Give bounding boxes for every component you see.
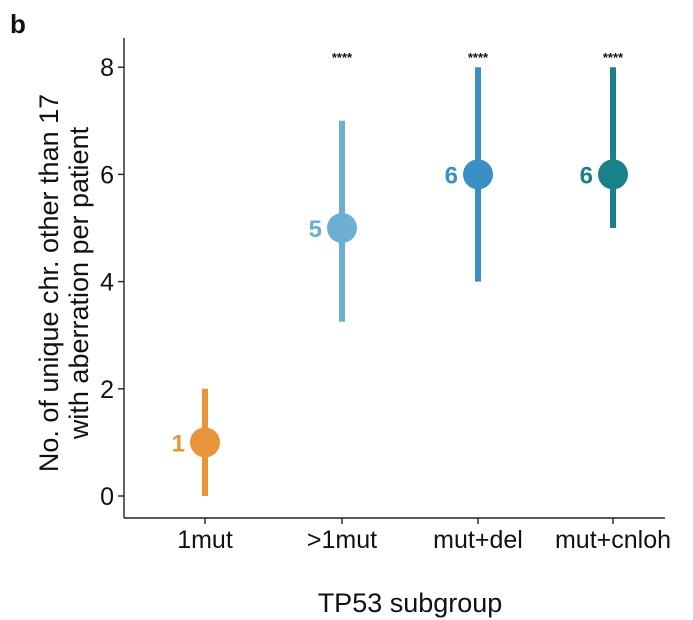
median-value-label: 6 — [445, 162, 458, 189]
x-tick-label: >1mut — [307, 526, 377, 554]
y-axis-title-line-2: with aberration per patient — [64, 126, 94, 440]
plot-area: 0 2 4 6 8 1mut >1mut mut+del mut+cnloh 1 5 **** 6 *… — [100, 38, 671, 554]
median-value-label: 6 — [580, 162, 593, 189]
y-tick-label: 4 — [100, 269, 114, 297]
significance-label: **** — [332, 50, 353, 65]
median-point — [598, 159, 628, 190]
median-value-label: 5 — [309, 216, 322, 243]
median-value-label: 1 — [172, 430, 185, 457]
significance-label: **** — [603, 50, 624, 65]
y-axis-ticks: 0 2 4 6 8 — [100, 54, 124, 511]
x-tick-label: 1mut — [177, 526, 233, 554]
x-tick-label: mut+del — [433, 526, 523, 554]
y-axis-title-line-1: No. of unique chr. other than 17 — [34, 94, 64, 472]
y-tick-label: 6 — [100, 161, 114, 189]
median-point — [190, 427, 220, 458]
y-tick-label: 2 — [100, 376, 114, 404]
y-tick-label: 8 — [100, 54, 114, 82]
y-tick-label: 0 — [100, 483, 114, 511]
panel-label: b — [10, 9, 26, 39]
median-point — [327, 213, 357, 243]
x-tick-label: mut+cnloh — [555, 526, 671, 554]
data-marks: 1 5 **** 6 **** 6 **** — [172, 50, 628, 496]
median-point — [463, 159, 493, 190]
x-axis-ticks: 1mut >1mut mut+del mut+cnloh — [177, 518, 671, 554]
x-axis-title: TP53 subgroup — [318, 588, 503, 618]
significance-label: **** — [468, 50, 489, 65]
